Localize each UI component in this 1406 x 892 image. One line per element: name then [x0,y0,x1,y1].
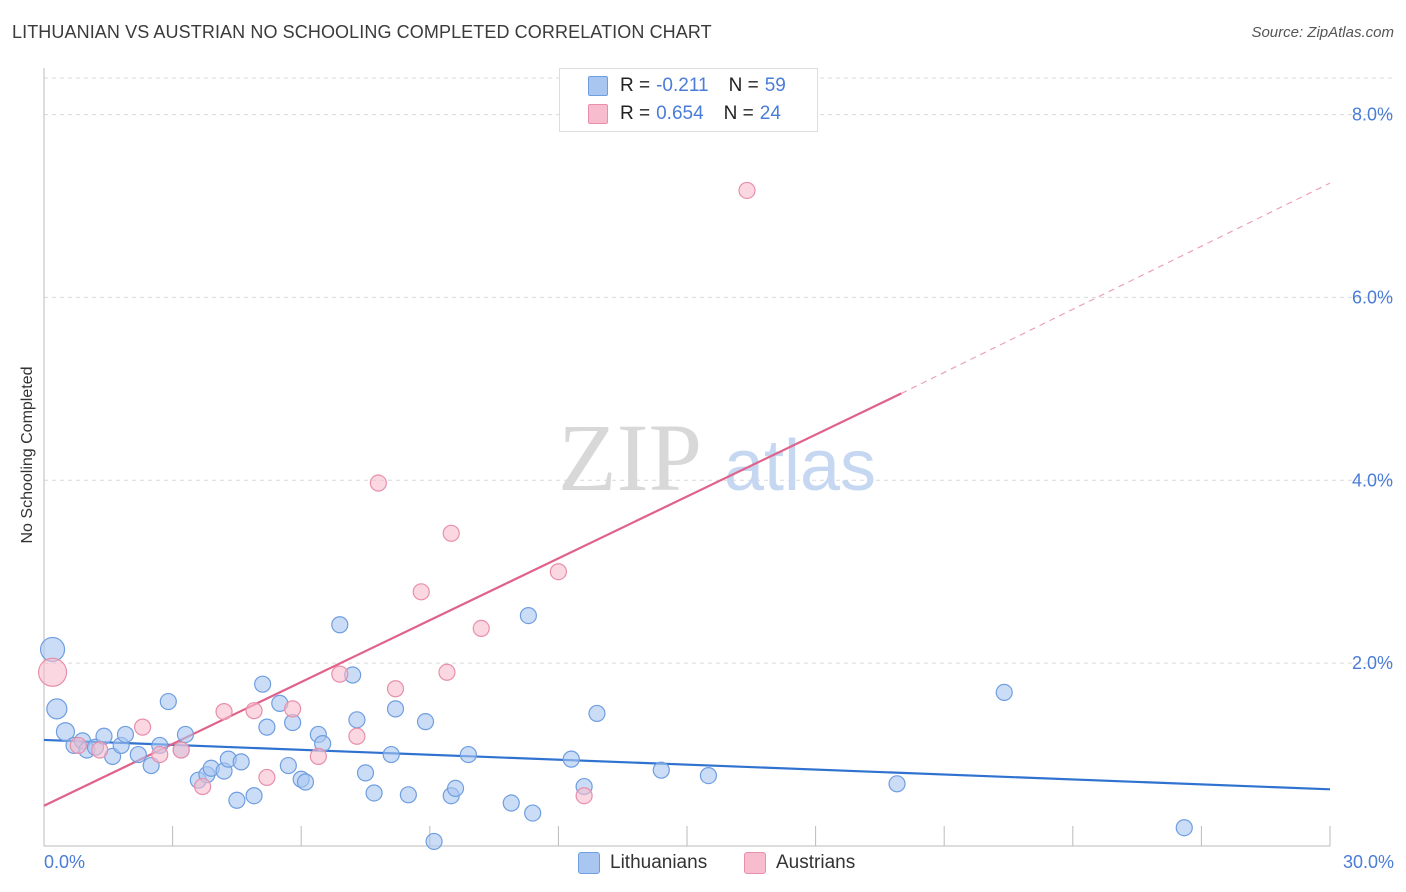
lithuanian-point [116,725,135,744]
lithuanian-point [524,804,542,822]
lithuanian-point [348,711,366,729]
lithuanian-point [652,761,670,779]
watermark-zip: ZIP [558,404,702,511]
grid-layer [44,77,1392,664]
lithuanian-point [228,791,246,809]
austrian-point [348,727,366,745]
lithuanian-point [245,787,263,805]
lithuanian-point [232,753,250,771]
austrian-point [258,768,276,787]
austrian-point [472,619,490,638]
blue-swatch [578,852,600,874]
r-value: 0.654 [656,103,704,124]
lithuanian-point [1175,819,1193,837]
lithuanian-point [699,766,718,785]
lithuanian-point [425,832,443,851]
pink-swatch [588,104,608,124]
lithuanian-point [55,722,76,742]
lithuanian-point [519,606,537,625]
austrian-point [151,745,169,764]
lithuanian-point [258,718,276,736]
r-value: -0.211 [656,75,709,96]
lithuanian-point [562,750,580,768]
stats-row-lithuanians: R = -0.211 N = 59 [588,74,786,98]
y-tick-label: 6.0% [1352,287,1393,307]
source-label: Source: ZipAtlas.com [1251,24,1394,41]
lithuanian-point [416,713,435,731]
legend-label: Austrians [776,852,856,873]
lithuanian-point [279,756,297,775]
austrian-point [386,680,405,698]
austrian-point [284,700,302,718]
lithuanian-point [446,779,465,798]
austrian-point [412,583,430,601]
lithuanian-point [459,745,477,764]
austrian-point [738,181,756,200]
chart-title: LITHUANIAN VS AUSTRIAN NO SCHOOLING COMP… [12,22,712,42]
watermark: ZIP atlas [558,404,876,511]
axis-layer [43,68,1331,847]
y-tick-label: 8.0% [1352,105,1393,125]
legend-item-austrians[interactable]: Austrians [744,852,855,874]
lithuanian-point [356,764,375,782]
austrian-trendline-extension [901,182,1331,394]
austrian-point [331,665,349,683]
lithuanian-trendline [43,738,1331,791]
austrian-point [245,702,263,720]
n-label: N = [728,75,759,96]
y-tick-label: 4.0% [1352,470,1393,490]
legend-item-lithuanians[interactable]: Lithuanians [578,852,707,874]
austrian-point [91,741,109,759]
lithuanian-point [382,745,400,764]
watermark-atlas: atlas [724,426,876,506]
lithuanian-point [254,675,272,693]
series-legend: Lithuanians Austrians [0,852,1406,876]
austrian-point [442,524,460,542]
x-tick-label-max: 30.0% [1342,852,1394,872]
lithuanian-point [888,775,906,793]
x-tick-label-min: 0.0% [44,852,86,872]
lithuanian-point [365,784,383,802]
lithuanian-point [296,773,315,791]
austrian-point [194,777,212,796]
austrian-point [549,563,568,581]
stats-legend: R = -0.211 N = 59 R = 0.654 N = 24 [559,68,818,132]
n-value: 59 [764,75,786,96]
n-value: 24 [759,103,781,124]
lithuanian-point [995,683,1013,702]
lithuanian-point [588,704,606,723]
points-layer [37,181,1193,851]
austrian-point [369,474,387,492]
lithuanian-point [129,745,147,764]
lithuanian-point [386,700,405,718]
austrian-point [172,741,190,759]
austrian-point [133,718,152,736]
austrian-point [69,736,87,755]
n-label: N = [723,103,754,124]
r-label: R = [620,75,651,96]
pink-swatch [744,852,766,874]
r-label: R = [620,103,651,124]
lithuanian-point [331,616,349,634]
lithuanian-point [502,794,520,812]
austrian-point [215,702,233,721]
austrian-point [438,663,456,681]
y-tick-label: 2.0% [1352,653,1393,673]
austrian-point [575,787,593,805]
austrian-point [37,657,68,687]
stats-row-austrians: R = 0.654 N = 24 [588,102,781,126]
lithuanian-point [159,692,177,711]
lithuanian-point [176,725,195,744]
lithuanian-point [399,786,417,804]
blue-swatch [588,76,608,96]
legend-label: Lithuanians [610,852,708,873]
austrian-point [309,747,327,766]
lithuanian-point [46,698,68,720]
austrian-trendline [43,392,902,807]
y-tick-labels: 2.0% 4.0% 6.0% 8.0% [1352,105,1393,674]
